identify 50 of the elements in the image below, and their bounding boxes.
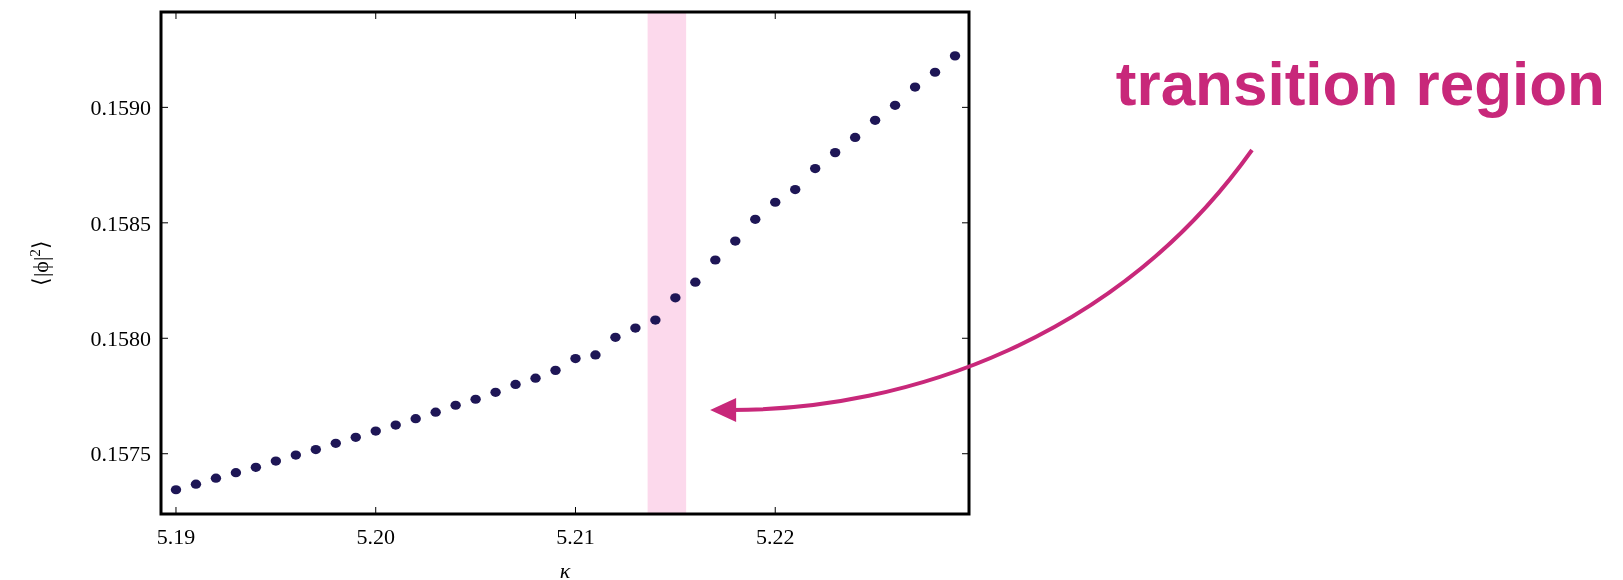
point	[929, 67, 941, 77]
point	[550, 365, 561, 375]
point	[410, 414, 421, 424]
text: transition region	[1115, 49, 1605, 118]
point	[470, 394, 481, 404]
point	[750, 214, 761, 224]
y-tick-label: 0.1585	[90, 210, 151, 236]
point	[889, 100, 901, 110]
point	[190, 479, 202, 489]
point	[330, 438, 341, 448]
point	[290, 450, 302, 460]
point	[310, 444, 322, 455]
point	[869, 115, 881, 125]
x-tick-label: 5.21	[556, 524, 595, 549]
point	[390, 420, 401, 430]
point	[610, 332, 621, 342]
point	[849, 132, 861, 142]
point	[230, 468, 242, 478]
point	[730, 236, 741, 246]
point	[829, 148, 841, 158]
point	[530, 373, 541, 383]
point	[250, 462, 262, 472]
point	[809, 163, 821, 174]
point	[270, 456, 282, 466]
y-tick-label: 0.1580	[90, 325, 151, 351]
point	[909, 82, 921, 92]
point	[350, 432, 361, 442]
y-tick-label: 0.1575	[90, 441, 151, 467]
x-tick-label: 5.20	[356, 524, 395, 549]
point	[630, 323, 641, 333]
point	[710, 255, 721, 265]
point	[370, 426, 381, 436]
point	[949, 51, 961, 61]
y-tick-label: 0.1590	[90, 95, 151, 121]
x-axis-title: κ	[559, 558, 571, 580]
point	[670, 293, 681, 303]
point	[210, 473, 222, 483]
point	[690, 277, 701, 287]
point	[590, 350, 601, 360]
x-tick-label: 5.22	[755, 524, 795, 549]
point	[570, 354, 581, 364]
point	[790, 184, 801, 195]
point	[490, 387, 501, 397]
point	[650, 315, 661, 325]
point	[170, 485, 182, 495]
point	[450, 400, 461, 410]
point	[510, 379, 521, 390]
point	[430, 407, 441, 417]
x-tick-label: 5.19	[156, 524, 196, 549]
point	[770, 197, 781, 207]
